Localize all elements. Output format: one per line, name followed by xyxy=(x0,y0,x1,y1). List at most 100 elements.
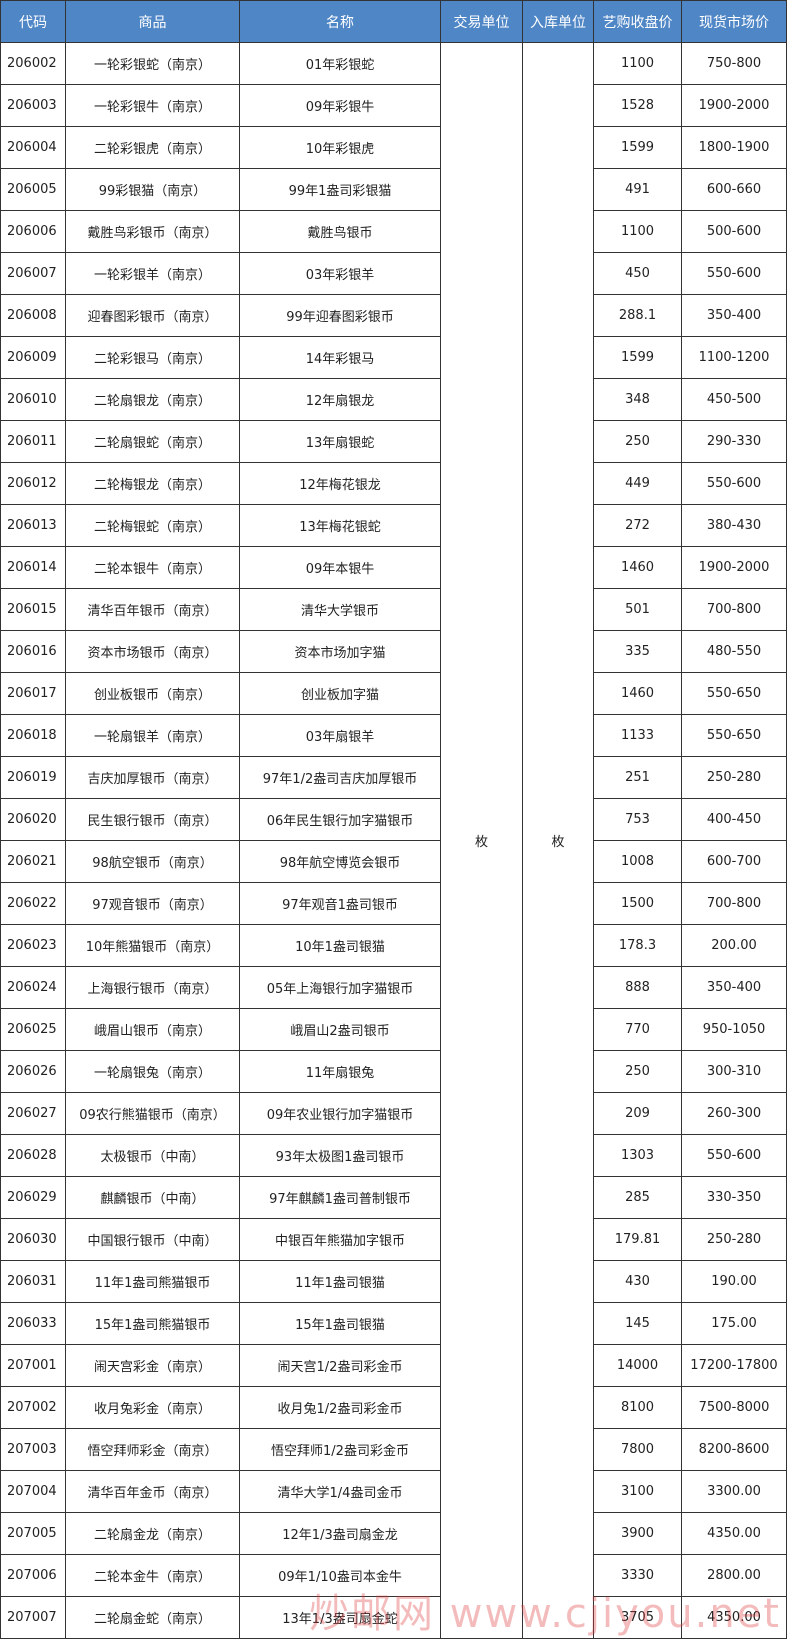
product-cell: 二轮扇金蛇（南京） xyxy=(65,1596,240,1639)
header-cell: 艺购收盘价 xyxy=(593,0,682,43)
table-row: 206025 峨眉山银币（南京） 峨眉山2盎司银币 770 950-1050 xyxy=(0,1008,787,1051)
close-price-cell: 1133 xyxy=(593,714,682,757)
close-price-cell: 1303 xyxy=(593,1134,682,1177)
code-cell: 207005 xyxy=(0,1512,66,1555)
close-price-cell: 1599 xyxy=(593,336,682,379)
market-price-cell: 1900-2000 xyxy=(681,84,787,127)
table-row: 206012 二轮梅银龙（南京） 12年梅花银龙 449 550-600 xyxy=(0,462,787,505)
market-price-cell: 380-430 xyxy=(681,504,787,547)
table-body: 206002 一轮彩银蛇（南京） 01年彩银蛇枚枚 1100 750-800 206003… xyxy=(0,42,787,1639)
product-cell: 一轮彩银蛇（南京） xyxy=(65,42,240,85)
header-row: 代码 商品 名称 交易单位 入库单位 艺购收盘价 现货市场价 xyxy=(0,0,787,43)
close-price-cell: 753 xyxy=(593,798,682,841)
product-cell: 创业板银币（南京） xyxy=(65,672,240,715)
table-row: 207007 二轮扇金蛇（南京） 13年1/3盎司扇金蛇 3705 4350.00 xyxy=(0,1596,787,1639)
name-cell: 93年太极图1盎司银币 xyxy=(239,1134,441,1177)
name-cell: 10年彩银虎 xyxy=(239,126,441,169)
table-row: 206029 麒麟银币（中南） 97年麒麟1盎司普制银币 285 330-350 xyxy=(0,1176,787,1219)
product-cell: 一轮彩银羊（南京） xyxy=(65,252,240,295)
market-price-cell: 17200-17800 xyxy=(681,1344,787,1387)
market-price-cell: 330-350 xyxy=(681,1176,787,1219)
table-row: 206014 二轮本银牛（南京） 09年本银牛 1460 1900-2000 xyxy=(0,546,787,589)
table-row: 206002 一轮彩银蛇（南京） 01年彩银蛇枚枚 1100 750-800 xyxy=(0,42,787,1639)
market-price-cell: 600-660 xyxy=(681,168,787,211)
close-price-cell: 888 xyxy=(593,966,682,1009)
close-price-cell: 1100 xyxy=(593,210,682,253)
code-cell: 207004 xyxy=(0,1470,66,1513)
name-cell: 97年1/2盎司吉庆加厚银币 xyxy=(239,756,441,799)
name-cell: 13年扇银蛇 xyxy=(239,420,441,463)
table-row: 206010 二轮扇银龙（南京） 12年扇银龙 348 450-500 xyxy=(0,378,787,421)
product-cell: 中国银行银币（中南） xyxy=(65,1218,240,1261)
code-cell: 206009 xyxy=(0,336,66,379)
code-cell: 206019 xyxy=(0,756,66,799)
market-price-cell: 4350.00 xyxy=(681,1512,787,1555)
table-row: 207001 闹天宫彩金（南京） 闹天宫1/2盎司彩金币 14000 17200-178… xyxy=(0,1344,787,1387)
close-price-cell: 1528 xyxy=(593,84,682,127)
close-price-cell: 770 xyxy=(593,1008,682,1051)
name-cell: 06年民生银行加字猫银币 xyxy=(239,798,441,841)
name-cell: 中银百年熊猫加字银币 xyxy=(239,1218,441,1261)
table-row: 207006 二轮本金牛（南京） 09年1/10盎司本金牛 3330 2800.00 xyxy=(0,1554,787,1597)
name-cell: 05年上海银行加字猫银币 xyxy=(239,966,441,1009)
table-row: 206023 10年熊猫银币（南京） 10年1盎司银猫 178.3 200.00 xyxy=(0,924,787,967)
name-cell: 97年麒麟1盎司普制银币 xyxy=(239,1176,441,1219)
market-price-cell: 350-400 xyxy=(681,966,787,1009)
name-cell: 03年扇银羊 xyxy=(239,714,441,757)
market-price-cell: 350-400 xyxy=(681,294,787,337)
header-cell: 交易单位 xyxy=(440,0,523,43)
code-cell: 207002 xyxy=(0,1386,66,1429)
close-price-cell: 430 xyxy=(593,1260,682,1303)
table-row: 206003 一轮彩银牛（南京） 09年彩银牛 1528 1900-2000 xyxy=(0,84,787,127)
name-cell: 98年航空博览会银币 xyxy=(239,840,441,883)
code-cell: 206022 xyxy=(0,882,66,925)
header-cell: 现货市场价 xyxy=(681,0,787,43)
name-cell: 14年彩银马 xyxy=(239,336,441,379)
table-row: 206031 11年1盎司熊猫银币 11年1盎司银猫 430 190.00 xyxy=(0,1260,787,1303)
storage-unit-cell: 枚 xyxy=(522,42,594,1639)
name-cell: 创业板加字猫 xyxy=(239,672,441,715)
market-price-cell: 2800.00 xyxy=(681,1554,787,1597)
header-cell: 代码 xyxy=(0,0,66,43)
close-price-cell: 3330 xyxy=(593,1554,682,1597)
code-cell: 206020 xyxy=(0,798,66,841)
code-cell: 206024 xyxy=(0,966,66,1009)
product-cell: 闹天宫彩金（南京） xyxy=(65,1344,240,1387)
table-row: 206006 戴胜鸟彩银币（南京） 戴胜鸟银币 1100 500-600 xyxy=(0,210,787,253)
code-cell: 206004 xyxy=(0,126,66,169)
close-price-cell: 1500 xyxy=(593,882,682,925)
market-price-cell: 1100-1200 xyxy=(681,336,787,379)
close-price-cell: 250 xyxy=(593,1050,682,1093)
product-cell: 二轮扇银蛇（南京） xyxy=(65,420,240,463)
code-cell: 206011 xyxy=(0,420,66,463)
market-price-cell: 8200-8600 xyxy=(681,1428,787,1471)
table-row: 206027 09农行熊猫银币（南京） 09年农业银行加字猫银币 209 260-300 xyxy=(0,1092,787,1135)
market-price-cell: 950-1050 xyxy=(681,1008,787,1051)
close-price-cell: 209 xyxy=(593,1092,682,1135)
close-price-cell: 450 xyxy=(593,252,682,295)
table-row: 206020 民生银行银币（南京） 06年民生银行加字猫银币 753 400-450 xyxy=(0,798,787,841)
close-price-cell: 250 xyxy=(593,420,682,463)
table-row: 206009 二轮彩银马（南京） 14年彩银马 1599 1100-1200 xyxy=(0,336,787,379)
market-price-cell: 1900-2000 xyxy=(681,546,787,589)
market-price-cell: 550-600 xyxy=(681,462,787,505)
product-cell: 戴胜鸟彩银币（南京） xyxy=(65,210,240,253)
market-price-cell: 400-450 xyxy=(681,798,787,841)
close-price-cell: 1599 xyxy=(593,126,682,169)
table-row: 206019 吉庆加厚银币（南京） 97年1/2盎司吉庆加厚银币 251 250-280 xyxy=(0,756,787,799)
watermark: 炒邮网 www.cjiyou.net xyxy=(309,1591,781,1637)
code-cell: 206003 xyxy=(0,84,66,127)
code-cell: 206033 xyxy=(0,1302,66,1345)
close-price-cell: 1460 xyxy=(593,672,682,715)
table-row: 206016 资本市场银币（南京） 资本市场加字猫 335 480-550 xyxy=(0,630,787,673)
market-price-cell: 550-650 xyxy=(681,672,787,715)
code-cell: 206025 xyxy=(0,1008,66,1051)
name-cell: 13年梅花银蛇 xyxy=(239,504,441,547)
name-cell: 09年本银牛 xyxy=(239,546,441,589)
product-cell: 09农行熊猫银币（南京） xyxy=(65,1092,240,1135)
market-price-cell: 500-600 xyxy=(681,210,787,253)
close-price-cell: 1100 xyxy=(593,42,682,85)
product-cell: 二轮扇金龙（南京） xyxy=(65,1512,240,1555)
code-cell: 206023 xyxy=(0,924,66,967)
product-cell: 97观音银币（南京） xyxy=(65,882,240,925)
